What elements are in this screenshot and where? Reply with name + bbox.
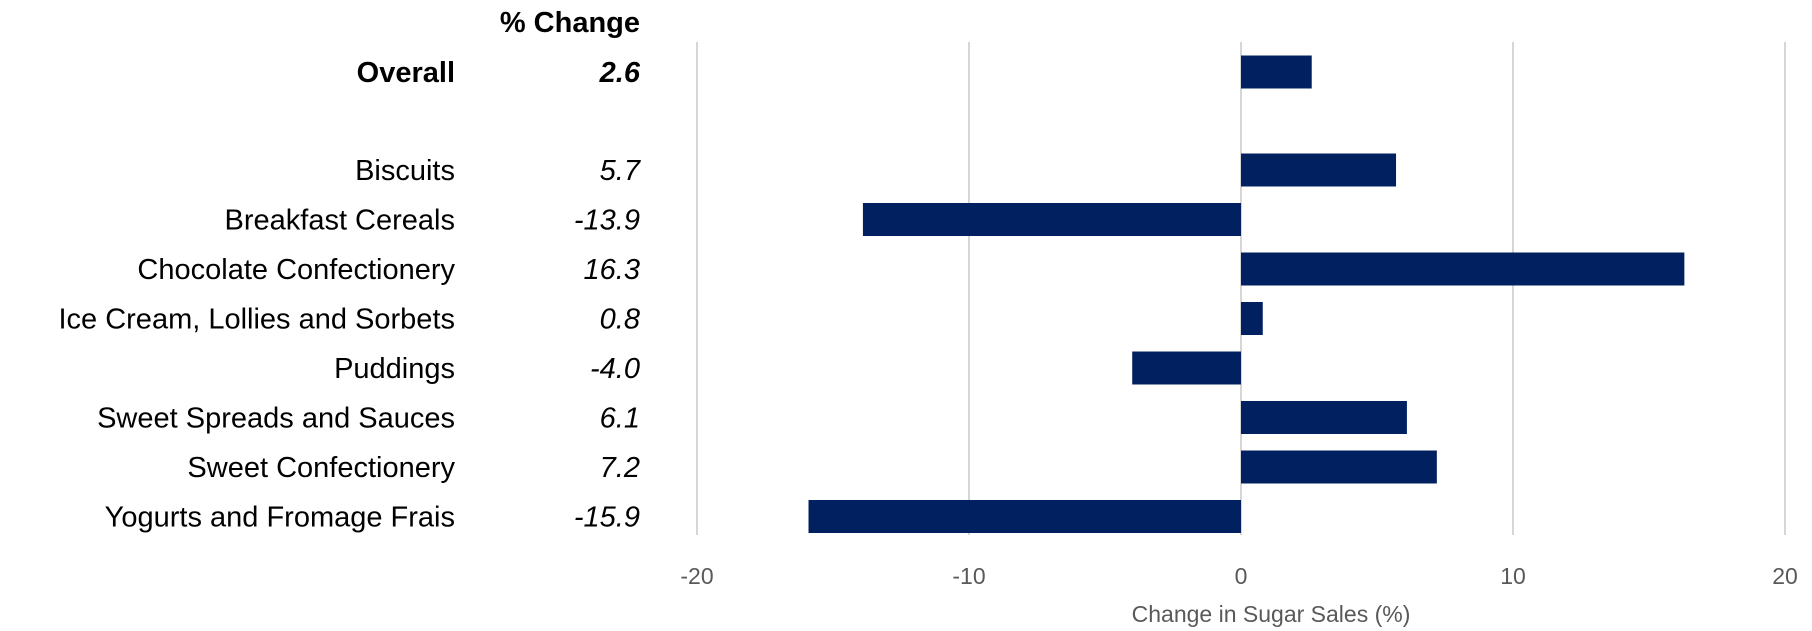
bar — [1241, 55, 1312, 89]
value-label: -4.0 — [590, 353, 640, 385]
bars — [808, 55, 1685, 533]
bar — [862, 203, 1241, 236]
x-tick-label: 0 — [1235, 563, 1248, 589]
bar — [1132, 351, 1241, 385]
value-label: 5.7 — [600, 155, 642, 187]
x-tick-label: -20 — [680, 563, 713, 589]
category-label: Chocolate Confectionery — [137, 254, 455, 286]
bar — [808, 500, 1241, 533]
x-axis-title: Change in Sugar Sales (%) — [1132, 601, 1411, 627]
bar — [1241, 450, 1437, 484]
category-label: Breakfast Cereals — [225, 205, 456, 237]
value-label: 2.6 — [599, 57, 641, 89]
category-label: Sweet Spreads and Sauces — [97, 403, 455, 435]
value-labels: 2.6 5.7 -13.9 16.3 0.8 -4.0 6.1 7.2 -15.9 — [574, 57, 642, 534]
bar — [1241, 153, 1397, 187]
x-tick-label: 20 — [1772, 563, 1798, 589]
category-label: Sweet Confectionery — [187, 452, 455, 484]
gridlines — [696, 42, 1786, 535]
category-label: Puddings — [334, 353, 455, 385]
value-label: 7.2 — [600, 452, 640, 484]
category-labels: Overall Biscuits Breakfast Cereals Chocolat… — [58, 57, 455, 534]
value-label: -13.9 — [574, 205, 640, 237]
bar — [1241, 302, 1263, 335]
column-header-percent-change: % Change — [500, 7, 640, 39]
value-label: -15.9 — [574, 502, 640, 534]
value-label: 6.1 — [600, 403, 640, 435]
value-label: 16.3 — [584, 254, 640, 286]
bar — [1241, 252, 1685, 286]
x-tick-label: -10 — [952, 563, 985, 589]
x-tick-label: 10 — [1500, 563, 1526, 589]
bar — [1241, 401, 1407, 434]
category-label: Ice Cream, Lollies and Sorbets — [58, 304, 455, 336]
category-label: Biscuits — [355, 155, 455, 187]
category-label: Overall — [357, 57, 455, 89]
value-label: 0.8 — [600, 304, 640, 336]
x-tick-labels: -20 -10 0 10 20 — [680, 563, 1797, 589]
category-label: Yogurts and Fromage Frais — [105, 502, 455, 534]
